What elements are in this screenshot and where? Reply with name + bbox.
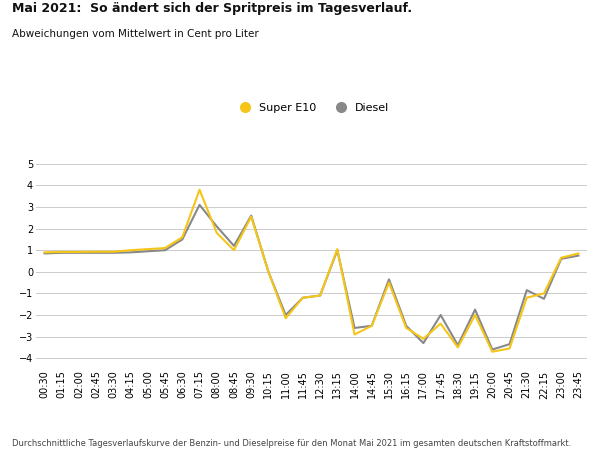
Text: Mai 2021:  So ändert sich der Spritpreis im Tagesverlauf.: Mai 2021: So ändert sich der Spritpreis … [12, 2, 412, 15]
Text: Durchschnittliche Tagesverlaufskurve der Benzin- und Dieselpreise für den Monat : Durchschnittliche Tagesverlaufskurve der… [12, 439, 571, 448]
Legend: Super E10, Diesel: Super E10, Diesel [229, 98, 394, 117]
Text: Abweichungen vom Mittelwert in Cent pro Liter: Abweichungen vom Mittelwert in Cent pro … [12, 29, 259, 39]
